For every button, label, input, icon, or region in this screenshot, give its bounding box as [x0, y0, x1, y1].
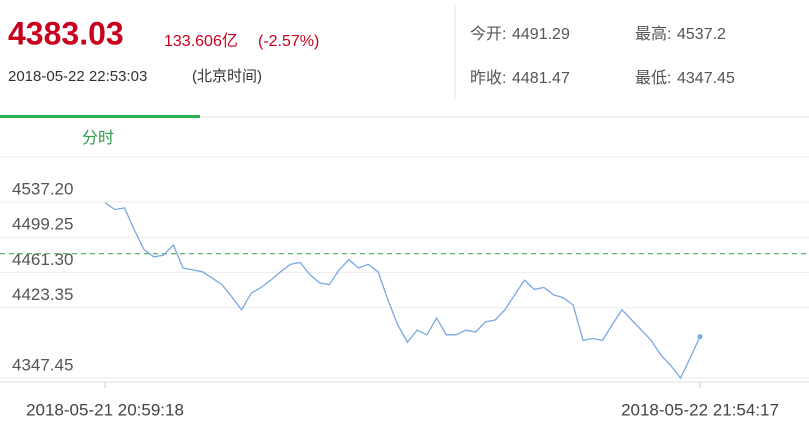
stat-value: 4491.29: [512, 26, 570, 43]
tab-indicator: [0, 115, 200, 118]
stat-label: 最低:: [635, 69, 671, 87]
timezone: (北京时间): [192, 68, 262, 85]
end-dot: [697, 334, 703, 340]
price-line: [104, 202, 701, 380]
tab[interactable]: 分时: [82, 129, 114, 147]
y-tick-label: 4499.25: [12, 215, 73, 234]
x-tick-label: 2018-05-22 21:54:17: [621, 400, 779, 419]
y-tick-label: 4461.30: [12, 250, 73, 269]
stat-label: 昨收:: [470, 69, 506, 87]
price: 4383.03: [8, 15, 124, 51]
change-pct: (-2.57%): [258, 33, 319, 50]
turnover: 133.606亿: [164, 32, 238, 50]
y-tick-label: 4423.35: [12, 285, 73, 304]
y-tick-label: 4347.45: [12, 355, 73, 374]
stat-value: 4537.2: [677, 26, 726, 43]
stat-label: 最高:: [635, 25, 671, 43]
y-tick-label: 4537.20: [12, 179, 73, 198]
time: 2018-05-22 22:53:03: [8, 68, 147, 85]
stat-value: 4347.45: [677, 70, 735, 87]
stat-label: 今开:: [470, 25, 506, 43]
stat-value: 4481.47: [512, 70, 570, 87]
x-tick-label: 2018-05-21 20:59:18: [26, 400, 184, 419]
